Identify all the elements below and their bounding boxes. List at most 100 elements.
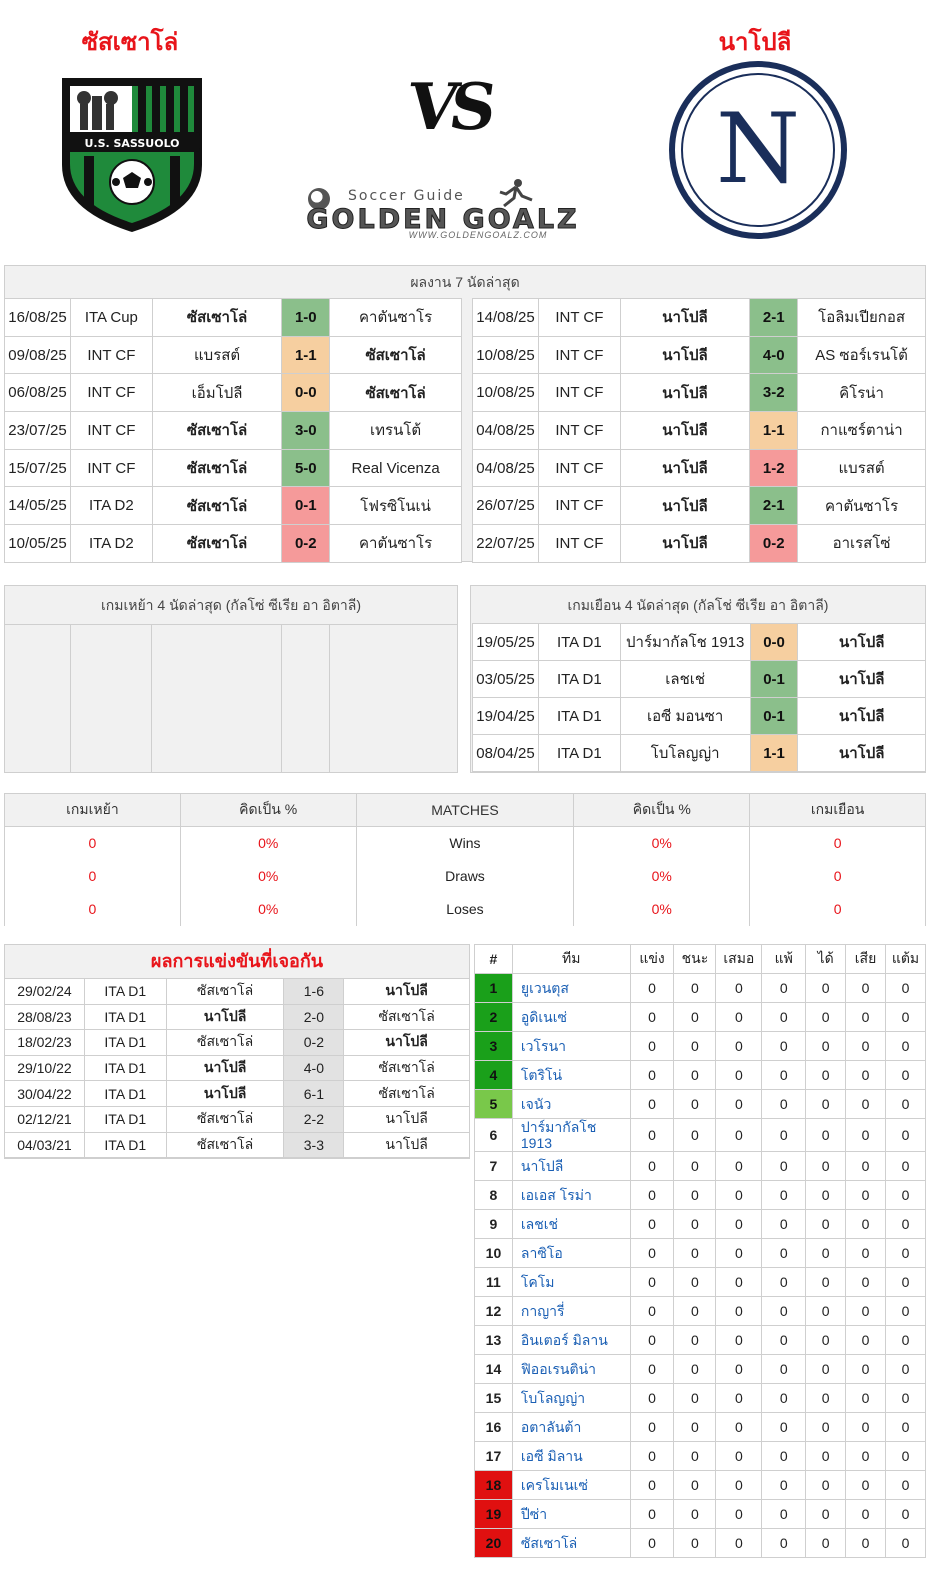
standings-stat: 0 (715, 1383, 763, 1413)
match-score: 0-2 (281, 524, 331, 563)
standings-stat: 0 (673, 1060, 717, 1090)
standings-stat: 0 (761, 1180, 807, 1210)
standings-stat: 0 (629, 1031, 675, 1061)
standings-team[interactable]: โตริโน่ (511, 1060, 631, 1090)
last4-away-title: เกมเยือน 4 นัดล่าสุด (กัลโช่ ซีเรีย อา อ… (567, 597, 829, 613)
match-home-team: โบโลญญ่า (619, 734, 751, 772)
h2h-competition: ITA D1 (83, 1003, 167, 1031)
standings-team[interactable]: ลาซิโอ (511, 1238, 631, 1268)
standings-team[interactable]: ซัสเซาโล่ (511, 1528, 631, 1558)
match-competition: ITA D1 (537, 734, 621, 772)
standings-position: 3 (474, 1031, 513, 1061)
standings-stat: 0 (715, 1118, 763, 1152)
standings-header: แพ้ (761, 944, 807, 974)
standings-team[interactable]: เอซี มิลาน (511, 1441, 631, 1471)
standings-stat: 0 (805, 1441, 847, 1471)
standings-stat: 0 (761, 973, 807, 1003)
standings-team[interactable]: อินเตอร์ มิลาน (511, 1325, 631, 1355)
standings-team[interactable]: เจนัว (511, 1089, 631, 1119)
standings-stat: 0 (845, 1267, 886, 1297)
standings-team[interactable]: ฟิออเรนติน่า (511, 1354, 631, 1384)
standings-stat: 0 (761, 1002, 807, 1032)
standings-position: 12 (474, 1296, 513, 1326)
napoli-logo-letter: N (716, 93, 800, 205)
match-score: 3-0 (281, 411, 331, 450)
match-score: 0-2 (749, 524, 799, 563)
match-date: 08/04/25 (472, 734, 539, 772)
stats-label: Loses (355, 892, 575, 926)
match-home-team: ซัสเซาโล่ (151, 524, 283, 563)
standings-stat: 0 (805, 1089, 847, 1119)
standings-team[interactable]: เลชเช่ (511, 1209, 631, 1239)
standings-stat: 0 (673, 1412, 717, 1442)
match-competition: INT CF (537, 373, 621, 413)
standings-team[interactable]: โคโม (511, 1267, 631, 1297)
brand-url-text: WWW.GOLDENGOALZ.COM (408, 230, 548, 240)
match-home-team: นาโปลี (619, 335, 751, 375)
standings-position: 4 (474, 1060, 513, 1090)
standings-stat: 0 (761, 1528, 807, 1558)
standings-team[interactable]: เอเอส โรม่า (511, 1180, 631, 1210)
standings-header: ชนะ (673, 944, 717, 974)
match-away-team: โฟรซิโนเน่ (329, 486, 462, 526)
standings-stat: 0 (629, 1325, 675, 1355)
standings-position: 19 (474, 1499, 513, 1529)
standings-stat: 0 (761, 1325, 807, 1355)
standings-stat: 0 (845, 1209, 886, 1239)
standings-stat: 0 (673, 1118, 717, 1152)
match-row: 03/05/25 ITA D1 เลชเช่ 0-1 นาโปลี (472, 660, 926, 698)
standings-stat: 0 (805, 1267, 847, 1297)
standings-stat: 0 (629, 1412, 675, 1442)
standings-stat: 0 (884, 1383, 927, 1413)
standings-team[interactable]: อตาลันต้า (511, 1412, 631, 1442)
standings-team[interactable]: เวโรนา (511, 1031, 631, 1061)
standings-stat: 0 (673, 1209, 717, 1239)
standings-team[interactable]: ปาร์มากัลโช 1913 (511, 1118, 631, 1152)
match-home-team: ซัสเซาโล่ (151, 486, 283, 526)
standings-stat: 0 (761, 1412, 807, 1442)
standings-team[interactable]: กาญารี่ (511, 1296, 631, 1326)
match-home-team: ปาร์มากัลโช 1913 (619, 623, 751, 661)
match-competition: INT CF (69, 373, 153, 413)
standings-stat: 0 (805, 1499, 847, 1529)
h2h-score: 3-3 (283, 1131, 345, 1159)
h2h-score: 0-2 (283, 1029, 345, 1056)
standings-stat: 0 (715, 1089, 763, 1119)
match-home-team: นาโปลี (619, 448, 751, 488)
match-row: 08/04/25 ITA D1 โบโลญญ่า 1-1 นาโปลี (472, 734, 926, 772)
match-date: 22/07/25 (472, 524, 539, 563)
standings-stat: 0 (715, 1209, 763, 1239)
standings-row: 14 ฟิออเรนติน่า 0 0 0 0 0 0 0 (474, 1354, 927, 1384)
standings-team[interactable]: เครโมเนเซ่ (511, 1470, 631, 1500)
standings-stat: 0 (715, 973, 763, 1003)
last4-home-empty (5, 624, 457, 773)
stats-header: เกมเหย้า (4, 793, 181, 827)
h2h-row: 29/10/22 ITA D1 นาโปลี 4-0 ซัสเซาโล่ (4, 1054, 470, 1082)
standings-stat: 0 (761, 1089, 807, 1119)
match-row: 10/05/25 ITA D2 ซัสเซาโล่ 0-2 คาตันซาโร (4, 524, 462, 563)
stats-header: MATCHES (355, 793, 575, 827)
match-date: 10/05/25 (4, 524, 71, 563)
standings-team[interactable]: ยูเวนตุส (511, 973, 631, 1003)
h2h-title: ผลการแข่งขันที่เจอกัน (5, 945, 469, 979)
standings-team[interactable]: โบโลญญ่า (511, 1383, 631, 1413)
standings-team[interactable]: อูดิเนเซ่ (511, 1002, 631, 1032)
standings-stat: 0 (805, 1180, 847, 1210)
match-row: 14/08/25 INT CF นาโปลี 2-1 โอลิมเปียกอส (472, 298, 926, 337)
vs-label: VS (402, 70, 494, 145)
h2h-home-team: นาโปลี (165, 1080, 285, 1107)
match-date: 04/08/25 (472, 448, 539, 488)
match-score: 0-1 (749, 697, 799, 735)
standings-stat: 0 (805, 973, 847, 1003)
standings-team[interactable]: ปีซ่า (511, 1499, 631, 1529)
standings-row: 18 เครโมเนเซ่ 0 0 0 0 0 0 0 (474, 1470, 927, 1500)
h2h-row: 02/12/21 ITA D1 ซัสเซาโล่ 2-2 นาโปลี (4, 1105, 470, 1133)
h2h-away-team: ซัสเซาโล่ (343, 1003, 470, 1031)
standings-stat: 0 (884, 1238, 927, 1268)
standings-stat: 0 (884, 1441, 927, 1471)
standings-team[interactable]: นาโปลี (511, 1151, 631, 1181)
standings-row: 8 เอเอส โรม่า 0 0 0 0 0 0 0 (474, 1180, 927, 1210)
standings-stat: 0 (715, 1238, 763, 1268)
standings-stat: 0 (715, 1296, 763, 1326)
match-home-team: แบรสต์ (151, 335, 283, 375)
